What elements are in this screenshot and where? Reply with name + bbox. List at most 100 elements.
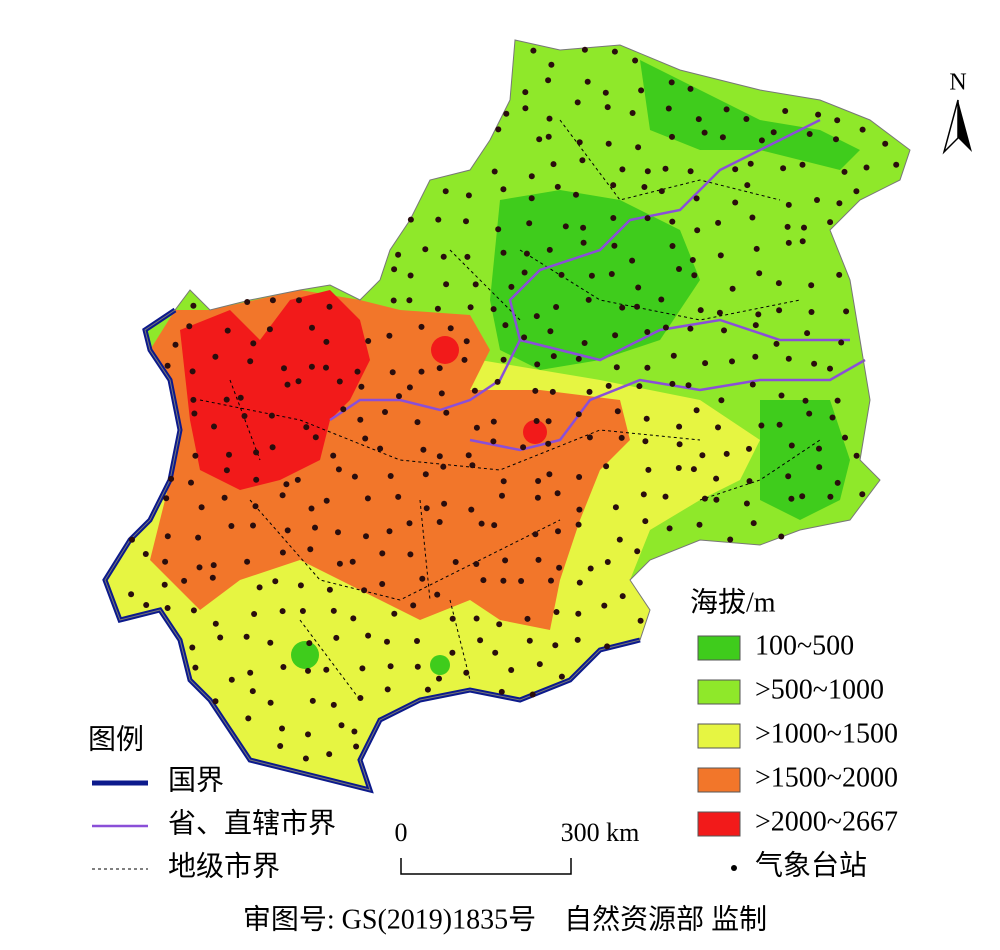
- station: [500, 478, 507, 485]
- north-arrow: N: [942, 70, 972, 155]
- station: [536, 661, 543, 668]
- station: [387, 663, 394, 670]
- station: [604, 104, 611, 111]
- scale-start: 0: [395, 818, 408, 847]
- station: [189, 644, 196, 651]
- station: [535, 478, 542, 484]
- station: [838, 339, 845, 346]
- station: [386, 332, 393, 339]
- station: [816, 445, 822, 452]
- station: [554, 490, 561, 497]
- station: [473, 561, 480, 567]
- station: [244, 558, 251, 565]
- station: [217, 634, 224, 641]
- station: [723, 450, 730, 457]
- station: [836, 271, 843, 278]
- station: [529, 691, 536, 698]
- station: [749, 381, 756, 388]
- station: [554, 183, 561, 190]
- station: [785, 473, 792, 480]
- station: [284, 527, 291, 534]
- station: [436, 519, 443, 525]
- station: [632, 57, 639, 64]
- legend-swatch: [697, 767, 741, 793]
- station: [142, 551, 149, 557]
- station: [715, 219, 722, 226]
- station: [365, 338, 372, 344]
- station: [588, 272, 595, 279]
- station: [662, 324, 669, 331]
- station: [434, 305, 441, 312]
- legend-label: 100~500: [755, 630, 854, 661]
- station: [829, 414, 836, 421]
- station: [379, 581, 386, 587]
- station: [364, 495, 371, 502]
- legend-swatch: [697, 723, 741, 749]
- station: [676, 441, 683, 448]
- station: [468, 506, 475, 513]
- station: [676, 266, 682, 272]
- station: [253, 449, 260, 456]
- station: [702, 360, 709, 367]
- station: [643, 415, 650, 422]
- station: [693, 407, 700, 414]
- station: [492, 649, 499, 656]
- station: [303, 424, 310, 431]
- legend-swatch: [697, 679, 741, 705]
- station: [128, 591, 135, 598]
- station: [612, 504, 619, 511]
- station: [384, 686, 391, 693]
- station: [296, 297, 302, 304]
- station: [801, 224, 807, 231]
- legend-title: 图例: [88, 723, 144, 755]
- station: [361, 587, 368, 594]
- station: [718, 397, 725, 404]
- station: [635, 284, 642, 291]
- footer-note: 审图号: GS(2019)1835号 自然资源部 监制: [243, 903, 767, 935]
- station: [753, 245, 760, 252]
- station: [467, 304, 474, 311]
- station: [305, 667, 311, 674]
- station: [163, 495, 170, 502]
- station: [221, 494, 228, 501]
- station: [500, 577, 507, 584]
- station: [556, 564, 563, 571]
- station: [186, 323, 193, 330]
- station: [419, 575, 426, 582]
- station: [338, 722, 345, 729]
- station: [550, 353, 557, 360]
- station: [644, 329, 651, 335]
- station: [645, 466, 652, 473]
- station: [548, 61, 555, 68]
- station: [435, 216, 442, 223]
- station: [619, 304, 626, 311]
- station: [581, 46, 588, 53]
- station: [440, 253, 447, 260]
- station: [638, 87, 645, 94]
- station: [349, 558, 356, 565]
- station: [469, 462, 476, 469]
- station: [859, 126, 866, 133]
- station: [164, 533, 171, 540]
- station: [804, 330, 811, 337]
- station: [279, 608, 286, 615]
- station: [188, 479, 194, 486]
- zone-2000-2667: [431, 336, 459, 364]
- station: [359, 665, 366, 672]
- station: [279, 549, 286, 556]
- station: [522, 105, 529, 112]
- station: [611, 242, 618, 249]
- station: [727, 536, 734, 543]
- station: [520, 444, 527, 451]
- station: [827, 493, 834, 500]
- station: [526, 637, 533, 644]
- station: [833, 136, 839, 143]
- station: [602, 89, 609, 96]
- station: [778, 533, 785, 540]
- north-arrow-left: [942, 99, 959, 155]
- station: [357, 416, 364, 423]
- station: [882, 140, 889, 147]
- station-label: 气象台站: [755, 849, 867, 881]
- station: [533, 418, 540, 424]
- station: [716, 309, 723, 316]
